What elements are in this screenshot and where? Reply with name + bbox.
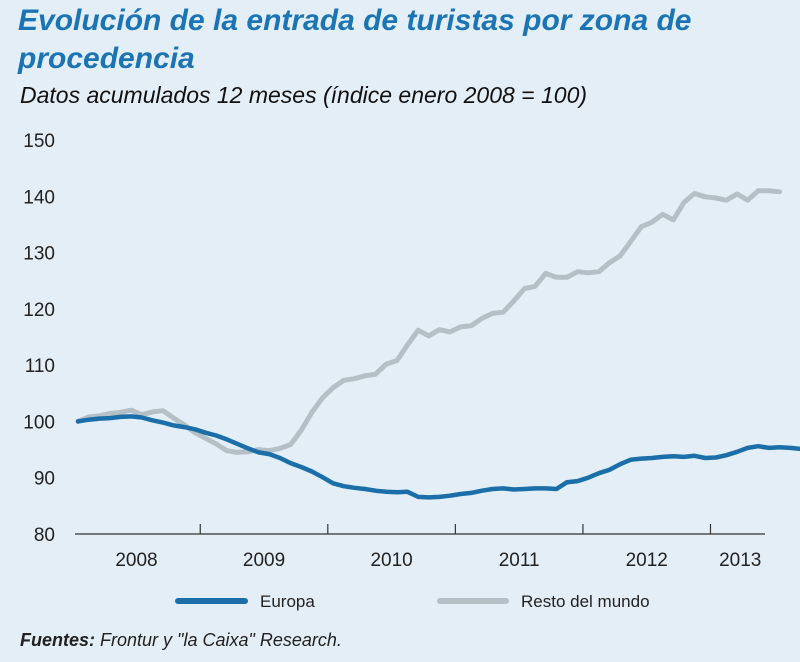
source-note: Fuentes: Frontur y "la Caixa" Research.: [20, 630, 342, 651]
series-line-resto-del-mundo: [75, 188, 783, 455]
y-tick-label: 120: [23, 300, 55, 321]
chart-axes: 80 90 100 110 120 130 140 150 2008 2009 2010 2011 20…: [23, 131, 765, 571]
x-tick-label: 2011: [499, 550, 540, 571]
legend-label: Resto del mundo: [521, 592, 650, 611]
chart-subtitle: Datos acumulados 12 meses (índice enero …: [20, 82, 588, 108]
y-tick-label: 100: [23, 412, 55, 433]
x-tick-label: 2010: [370, 550, 412, 571]
y-tick-label: 150: [23, 131, 55, 152]
source-text: Frontur y "la Caixa" Research.: [100, 630, 342, 650]
y-tick-label: 110: [25, 356, 55, 377]
y-tick-label: 140: [23, 187, 55, 208]
series-line-europa: [75, 414, 800, 500]
chart-legend: Europa Resto del mundo: [175, 592, 650, 611]
y-tick-label: 90: [34, 469, 55, 490]
legend-label: Europa: [260, 592, 315, 611]
x-tick-label: 2013: [719, 550, 761, 571]
x-tick-label: 2012: [626, 550, 668, 571]
x-tick-label: 2009: [243, 550, 285, 571]
y-tick-label: 130: [23, 244, 55, 265]
y-tick-label: 80: [34, 525, 55, 546]
x-tick-label: 2008: [115, 550, 157, 571]
chart-title: Evolución de la entrada de turistas por …: [18, 4, 692, 75]
source-label: Fuentes:: [20, 630, 96, 650]
chart-series: [75, 188, 800, 500]
